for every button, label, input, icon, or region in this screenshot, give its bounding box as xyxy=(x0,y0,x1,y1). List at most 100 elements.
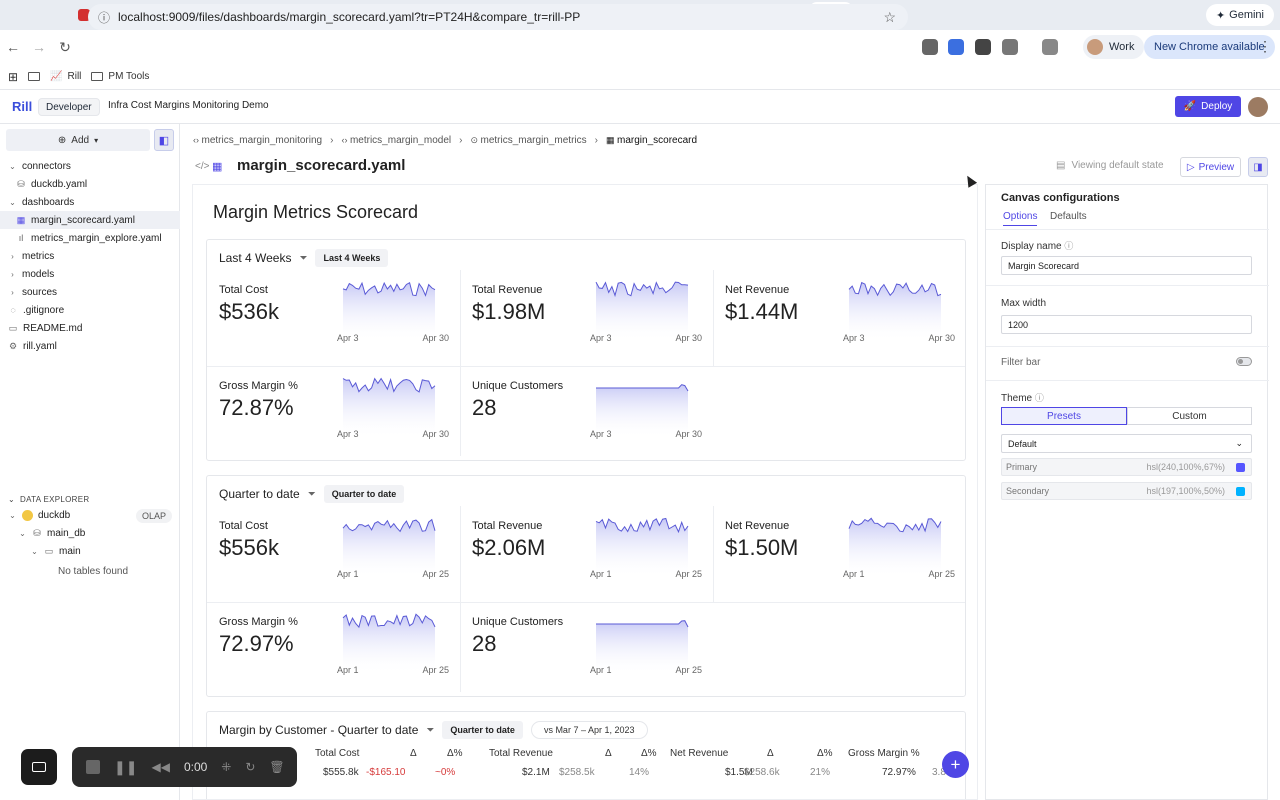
sidebar-item[interactable]: › metrics xyxy=(0,247,180,265)
kpi-card[interactable]: Net Revenue $1.50M Apr 1 Apr 25 xyxy=(713,506,966,602)
connector-duckdb[interactable]: ⌄ duckdb xyxy=(9,509,71,521)
sidebar-item[interactable]: ▦ margin_scorecard.yaml xyxy=(0,211,180,229)
breadcrumb-item[interactable]: ‹› metrics_margin_monitoring xyxy=(193,135,322,146)
user-avatar[interactable] xyxy=(1248,97,1268,117)
extension-icon[interactable] xyxy=(922,39,938,55)
tab-options[interactable]: Options xyxy=(1003,211,1038,226)
compare-range-pill[interactable]: vs Mar 7 – Apr 1, 2023 xyxy=(530,721,648,739)
kpi-card[interactable]: Total Cost $556k Apr 1 Apr 25 xyxy=(207,506,460,602)
pause-icon[interactable]: ❚❚ xyxy=(114,758,138,775)
table-header[interactable]: Δ% xyxy=(641,748,657,759)
add-widget-button[interactable]: + xyxy=(942,751,969,778)
tab-defaults[interactable]: Defaults xyxy=(1050,211,1087,222)
back-icon[interactable]: ← xyxy=(6,39,20,55)
folder-icon[interactable] xyxy=(28,72,41,81)
kpi-card[interactable]: Unique Customers 28 Apr 3 Apr 30 xyxy=(460,366,713,462)
sidebar-item[interactable]: ▭ README.md xyxy=(0,319,180,337)
breadcrumb-item[interactable]: ‹› metrics_margin_model xyxy=(341,135,451,146)
table-header[interactable]: Δ xyxy=(410,748,417,759)
bookmark-rill[interactable]: 📈 Rill xyxy=(50,71,82,82)
time-range-pill[interactable]: Last 4 Weeks xyxy=(315,249,389,267)
kpi-card[interactable]: Gross Margin % 72.97% Apr 1 Apr 25 xyxy=(207,602,460,698)
table-header[interactable]: Total Cost xyxy=(315,748,360,759)
sidebar-item[interactable]: ıl metrics_margin_explore.yaml xyxy=(0,229,180,247)
reload-icon[interactable]: ↻ xyxy=(59,38,71,55)
deploy-button[interactable]: 🚀 Deploy xyxy=(1175,96,1241,117)
custom-button[interactable]: Custom xyxy=(1127,407,1252,425)
filter-icon[interactable]: ⏷ xyxy=(426,724,435,736)
table-header[interactable]: Δ xyxy=(767,748,774,759)
sparkline-end-date: Apr 30 xyxy=(422,429,449,439)
bookmark-star-icon[interactable]: ☆ xyxy=(883,8,896,25)
primary-color-row[interactable]: Primary hsl(240,100%,67%) xyxy=(1001,458,1252,476)
filter-bar-toggle[interactable] xyxy=(1236,357,1252,366)
site-info-icon[interactable]: ⓘ xyxy=(98,10,111,25)
breadcrumb-item[interactable]: ⊙ metrics_margin_metrics xyxy=(470,135,586,146)
theme-select[interactable]: Default ⌄ xyxy=(1001,434,1252,453)
kpi-card[interactable]: Gross Margin % 72.87% Apr 3 Apr 30 xyxy=(207,366,460,462)
kpi-card[interactable]: Net Revenue $1.44M Apr 3 Apr 30 xyxy=(713,270,966,366)
profile-button[interactable]: Work xyxy=(1083,35,1145,59)
address-bar[interactable]: ⓘ localhost:9009/files/dashboards/margin… xyxy=(88,4,908,30)
menu-dots-icon[interactable]: ⋮ xyxy=(1258,38,1272,54)
add-button[interactable]: ⊕ Add ▾ xyxy=(6,129,150,151)
extension-icon[interactable] xyxy=(975,39,991,55)
primary-color-swatch[interactable] xyxy=(1236,462,1245,472)
filter-icon[interactable]: ⏷ xyxy=(307,488,316,500)
secondary-color-swatch[interactable] xyxy=(1236,486,1245,496)
stop-icon[interactable] xyxy=(86,760,100,774)
kpi-card[interactable]: Unique Customers 28 Apr 1 Apr 25 xyxy=(460,602,713,698)
presets-button[interactable]: Presets xyxy=(1001,407,1127,425)
sidebar-item[interactable]: ◌ .gitignore xyxy=(0,301,180,319)
trash-icon[interactable]: 🗑 xyxy=(269,760,285,774)
data-explorer-header[interactable]: ⌄ DATA EXPLORER xyxy=(8,495,90,504)
chevron-down-icon: ⌄ xyxy=(8,495,16,504)
apps-grid-icon[interactable]: ⊞ xyxy=(8,69,19,84)
toggle-panel-icon[interactable]: ◨ xyxy=(1248,157,1268,177)
sidebar-item[interactable]: ⌄ connectors xyxy=(0,157,180,175)
rill-logo[interactable]: Rill xyxy=(12,99,33,114)
extension-icon[interactable] xyxy=(948,39,964,55)
toggle-sidebar-icon[interactable]: ◧ xyxy=(154,129,174,151)
table-header[interactable]: Gross Margin % xyxy=(848,748,920,759)
code-icon[interactable]: </> xyxy=(195,161,210,172)
canvas: Margin Metrics Scorecard Last 4 Weeks ⏷ La… xyxy=(192,184,978,800)
sidebar-item[interactable]: ⛁ duckdb.yaml xyxy=(0,175,180,193)
kpi-card[interactable]: Total Revenue $2.06M Apr 1 Apr 25 xyxy=(460,506,713,602)
divider xyxy=(713,506,714,602)
table-header[interactable]: Net Revenue xyxy=(670,748,729,759)
table-header[interactable]: Δ xyxy=(605,748,612,759)
breadcrumb-item[interactable]: ▦ margin_scorecard xyxy=(606,135,697,146)
gemini-button[interactable]: ✦ Gemini xyxy=(1205,4,1274,26)
display-name-input[interactable]: Margin Scorecard xyxy=(1001,256,1252,275)
schema-main[interactable]: ⌄ ▭ main xyxy=(31,545,81,557)
restart-icon[interactable]: ↻ xyxy=(245,760,256,774)
secondary-color-row[interactable]: Secondary hsl(197,100%,50%) xyxy=(1001,482,1252,500)
table-header[interactable]: Δ% xyxy=(447,748,463,759)
sidebar-item[interactable]: ⌄ dashboards xyxy=(0,193,180,211)
time-range-pill[interactable]: Quarter to date xyxy=(442,721,523,739)
table-header[interactable]: Total Revenue xyxy=(489,748,553,759)
preview-button[interactable]: ▷ Preview xyxy=(1180,157,1241,177)
table-header[interactable]: Δ% xyxy=(817,748,833,759)
chevron-down-icon: ⌄ xyxy=(9,197,16,207)
puzzle-icon[interactable] xyxy=(1002,39,1018,55)
bookmark-pm-tools[interactable]: PM Tools xyxy=(91,71,149,82)
kpi-card[interactable]: Total Revenue $1.98M Apr 3 Apr 30 xyxy=(460,270,713,366)
grid-icon[interactable]: ⁜ xyxy=(221,760,232,774)
camera-toggle-button[interactable] xyxy=(21,749,57,785)
sidebar-item[interactable]: › models xyxy=(0,265,180,283)
time-range-pill[interactable]: Quarter to date xyxy=(323,485,405,503)
rewind-icon[interactable]: ◀◀ xyxy=(151,760,170,774)
url-text[interactable]: localhost:9009/files/dashboards/margin_s… xyxy=(118,10,581,24)
tab-search-icon[interactable] xyxy=(1042,39,1058,55)
forward-icon[interactable]: → xyxy=(32,39,46,55)
update-chrome-button[interactable]: New Chrome available xyxy=(1144,35,1275,59)
folder-icon xyxy=(91,72,104,81)
kpi-card[interactable]: Total Cost $536k Apr 3 Apr 30 xyxy=(207,270,460,366)
max-width-input[interactable]: 1200 xyxy=(1001,315,1252,334)
sidebar-item[interactable]: › sources xyxy=(0,283,180,301)
database-main-db[interactable]: ⌄ ⛁ main_db xyxy=(19,527,86,539)
filter-icon[interactable]: ⏷ xyxy=(299,252,308,264)
sidebar-item[interactable]: ⚙ rill.yaml xyxy=(0,337,180,355)
